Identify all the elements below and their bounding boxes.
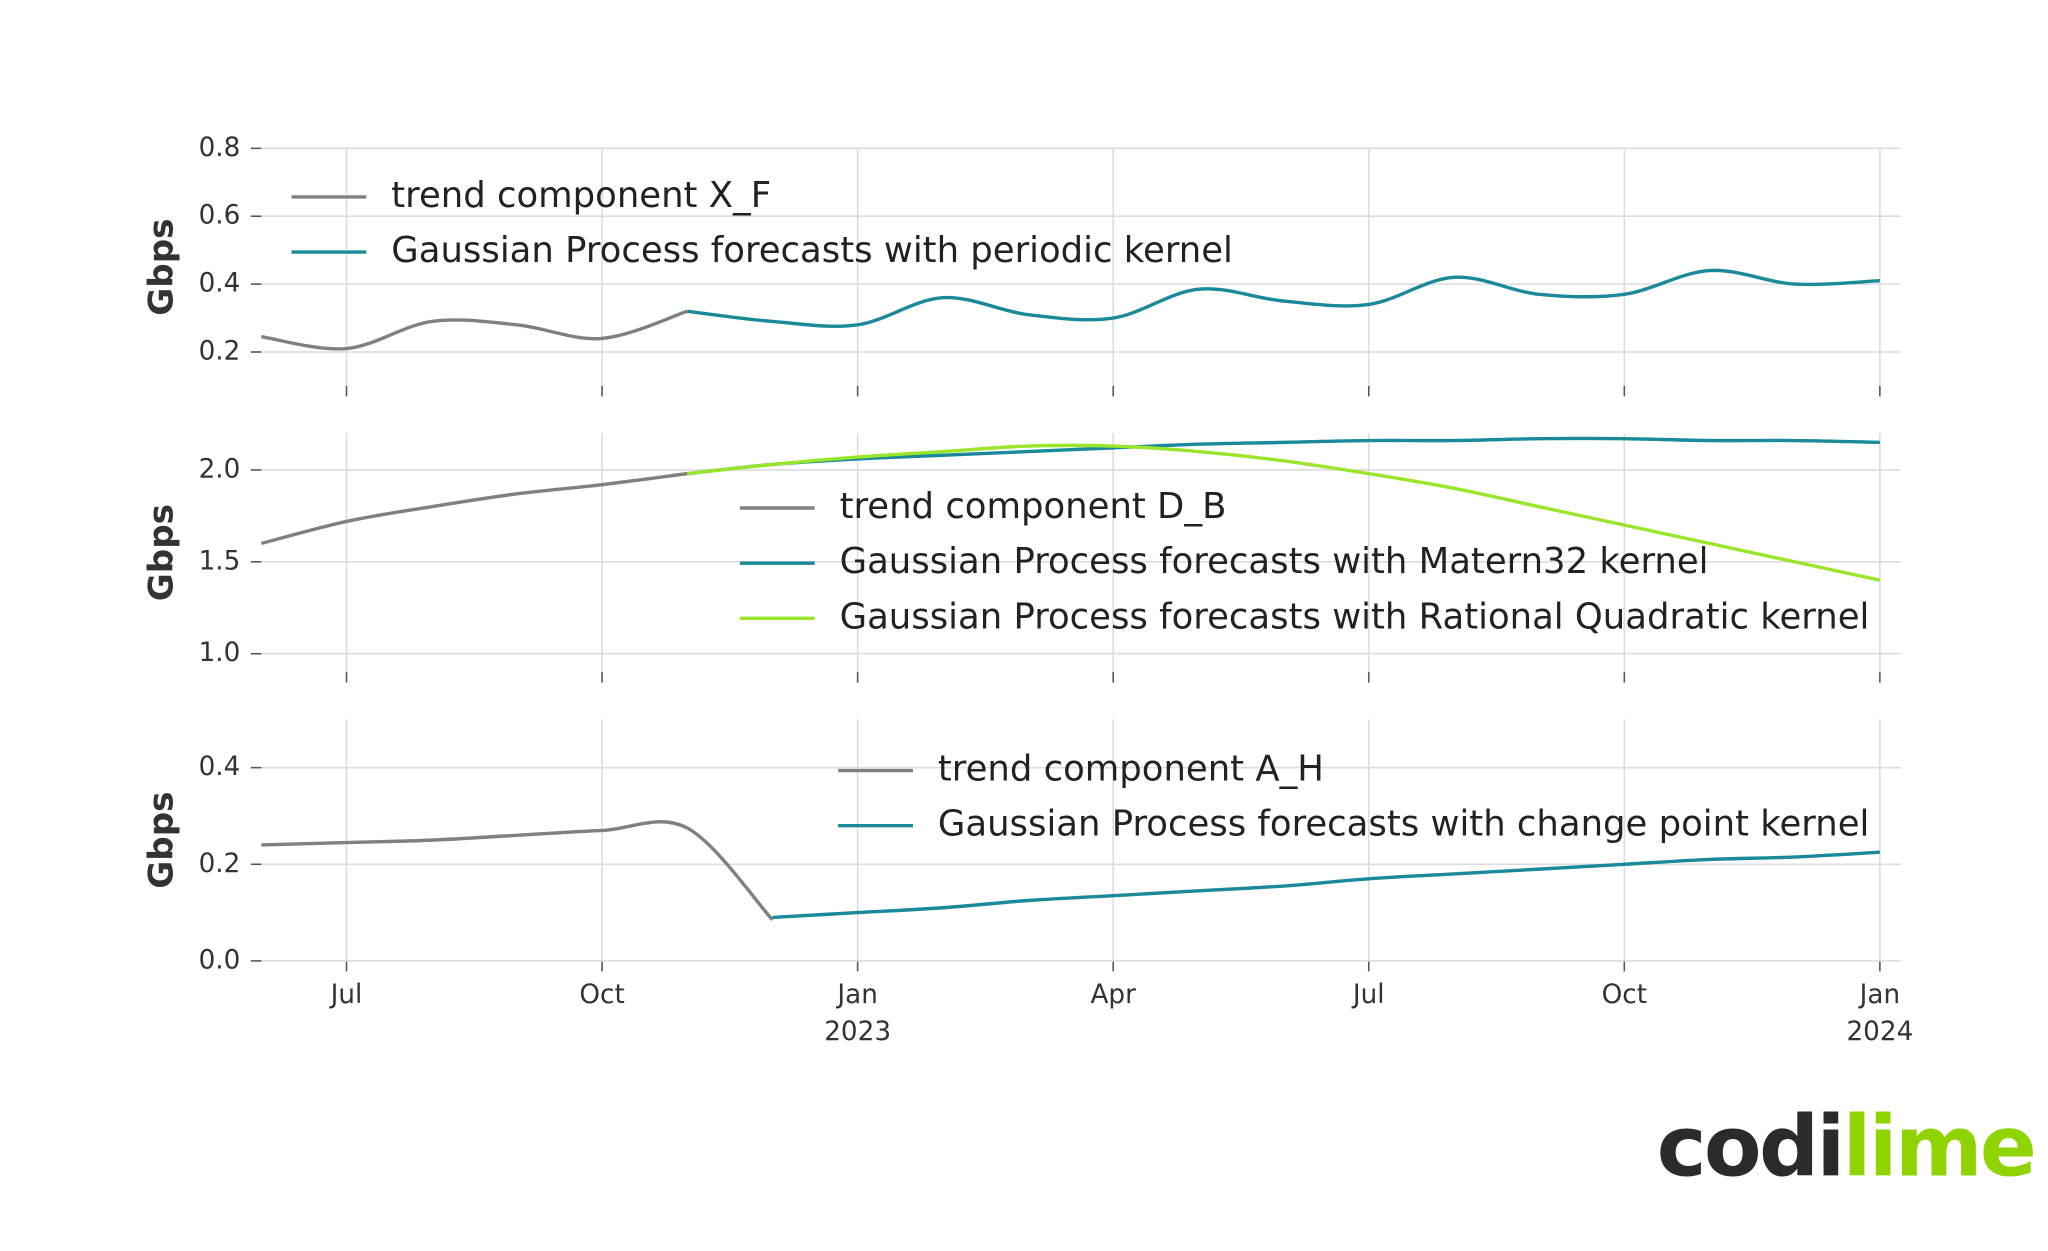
legend-label: trend component X_F bbox=[391, 175, 771, 216]
legend-label: Gaussian Process forecasts with Matern32… bbox=[840, 541, 1709, 582]
y-axis-label: Gbps bbox=[141, 504, 181, 601]
x-tick-label-line: Oct bbox=[1602, 980, 1647, 1010]
x-tick-label: Jul bbox=[1351, 980, 1385, 1010]
x-tick-label: Jul bbox=[329, 980, 363, 1010]
series-line bbox=[260, 471, 688, 546]
y-tick-label: 0.0 bbox=[199, 945, 241, 975]
legend-label: trend component A_H bbox=[938, 749, 1324, 790]
y-tick-label: 0.4 bbox=[199, 269, 241, 299]
y-tick-label: 2.0 bbox=[199, 454, 241, 484]
y-axis-label: Gbps bbox=[141, 219, 181, 316]
y-tick-label: 0.8 bbox=[199, 133, 241, 163]
x-tick-label: Jan 2023 bbox=[824, 980, 891, 1047]
y-tick-label: 1.5 bbox=[199, 546, 241, 576]
x-tick-label-line: Oct bbox=[579, 980, 624, 1010]
x-tick-label-line: Apr bbox=[1090, 980, 1136, 1010]
series-line bbox=[261, 309, 688, 351]
y-tick-label: 0.2 bbox=[199, 849, 241, 879]
legend: trend component A_H Gaussian Process fore… bbox=[838, 749, 1869, 845]
x-tick-label-line: Jul bbox=[1351, 980, 1385, 1010]
y-tick-label: 0.4 bbox=[199, 752, 241, 782]
legend-label: Gaussian Process forecasts with periodic… bbox=[391, 230, 1233, 271]
legend-label: trend component D_B bbox=[840, 486, 1227, 527]
logo-dark: codi bbox=[1657, 1097, 1843, 1195]
legend: trend component D_B Gaussian Process fore… bbox=[739, 486, 1870, 637]
x-tick-label: Oct bbox=[579, 980, 624, 1010]
x-tick-label-line: Jul bbox=[329, 980, 363, 1010]
x-tick-label-line: Jan bbox=[835, 980, 877, 1010]
y-tick-label: 0.6 bbox=[199, 201, 241, 231]
x-tick-label-line: 2024 bbox=[1846, 1016, 1913, 1046]
logo: codilime bbox=[1657, 1097, 2035, 1195]
y-tick-label: 1.0 bbox=[199, 638, 241, 668]
series-line bbox=[261, 820, 774, 921]
legend-label: Gaussian Process forecasts with change p… bbox=[938, 804, 1869, 845]
x-tick-label-line: 2023 bbox=[824, 1016, 891, 1046]
series-line bbox=[687, 436, 1880, 476]
legend-label: Gaussian Process forecasts with Rational… bbox=[840, 596, 1870, 637]
series-line bbox=[772, 850, 1880, 920]
logo-accent: lime bbox=[1843, 1097, 2035, 1195]
series-line bbox=[687, 268, 1880, 328]
y-axis-label: Gbps bbox=[141, 792, 181, 889]
x-tick-label: Jan 2024 bbox=[1846, 980, 1913, 1047]
y-tick-label: 0.2 bbox=[199, 336, 241, 366]
series-line bbox=[687, 443, 1881, 582]
x-tick-label-line: Jan bbox=[1858, 980, 1900, 1010]
x-tick-label: Oct bbox=[1602, 980, 1647, 1010]
x-tick-label: Apr bbox=[1090, 980, 1136, 1010]
legend: trend component X_F Gaussian Process fore… bbox=[291, 175, 1233, 271]
